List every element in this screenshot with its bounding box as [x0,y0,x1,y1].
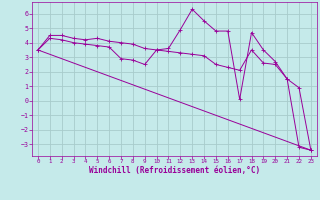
X-axis label: Windchill (Refroidissement éolien,°C): Windchill (Refroidissement éolien,°C) [89,166,260,175]
